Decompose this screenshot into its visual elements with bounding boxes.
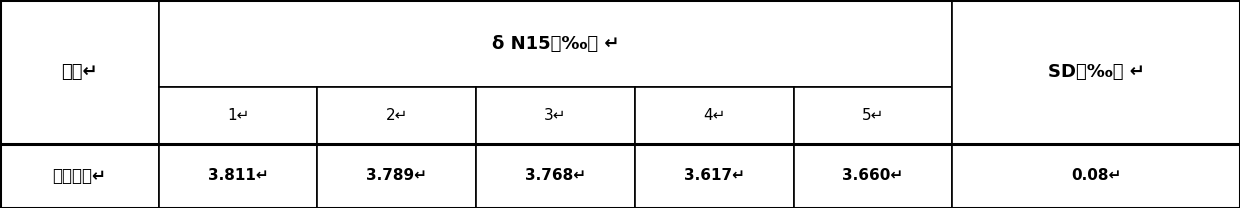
Text: 0.08↵: 0.08↵ <box>1071 168 1121 183</box>
Text: 3.660↵: 3.660↵ <box>842 168 904 183</box>
Bar <box>794 144 952 208</box>
Bar <box>635 87 794 144</box>
Text: 4↵: 4↵ <box>703 108 725 123</box>
Bar <box>159 0 952 87</box>
Text: 3.768↵: 3.768↵ <box>525 168 587 183</box>
Bar <box>0 144 159 208</box>
Text: 3↵: 3↵ <box>544 108 567 123</box>
Bar <box>952 0 1240 144</box>
Bar <box>159 87 317 144</box>
Text: 1↵: 1↵ <box>227 108 249 123</box>
Bar <box>317 87 476 144</box>
Text: 2↵: 2↵ <box>386 108 408 123</box>
Text: SD（‰） ↵: SD（‰） ↵ <box>1048 63 1145 81</box>
Bar <box>317 144 476 208</box>
Bar <box>635 144 794 208</box>
Text: δ N15（‰） ↵: δ N15（‰） ↵ <box>492 35 619 53</box>
Text: 湿地土壤↵: 湿地土壤↵ <box>52 167 107 185</box>
Bar <box>952 144 1240 208</box>
Text: 5↵: 5↵ <box>862 108 884 123</box>
Text: 3.789↵: 3.789↵ <box>366 168 428 183</box>
Bar <box>0 0 159 144</box>
Text: 3.617↵: 3.617↵ <box>683 168 745 183</box>
Text: 3.811↵: 3.811↵ <box>208 168 268 183</box>
Bar <box>794 87 952 144</box>
Text: 样品↵: 样品↵ <box>61 63 98 81</box>
Bar <box>159 144 317 208</box>
Bar <box>476 87 635 144</box>
Bar <box>476 144 635 208</box>
